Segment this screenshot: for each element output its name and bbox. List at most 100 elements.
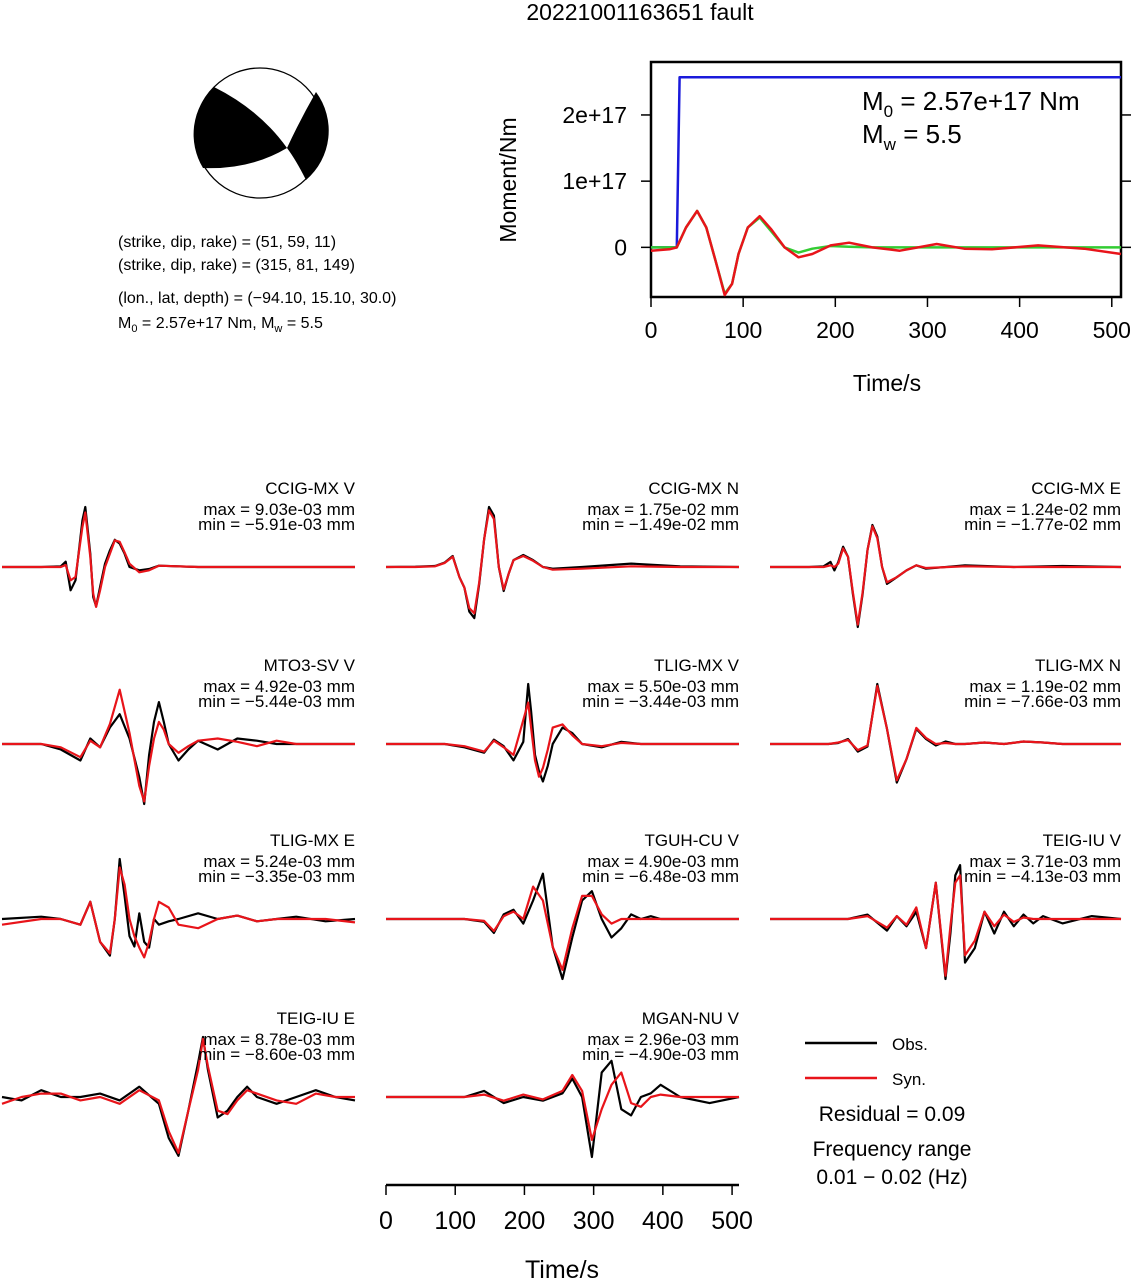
moment-rate-chart: Moment/Nm Time/s M0 = 2.57e+17 Nm Mw = 5… bbox=[495, 60, 1131, 396]
moment-y-tick-label: 2e+17 bbox=[562, 102, 627, 128]
nodal-plane-1: (strike, dip, rake) = (51, 59, 11) bbox=[118, 234, 336, 251]
frequency-range-title: Frequency range bbox=[813, 1138, 972, 1161]
time-axis-tick-label: 0 bbox=[379, 1207, 393, 1235]
legend-syn-label: Syn. bbox=[892, 1070, 926, 1089]
beachball-compressional-quadrant-1 bbox=[193, 87, 287, 169]
station-min: min = −7.66e-03 mm bbox=[964, 692, 1121, 711]
residual-label: Residual = 0.09 bbox=[819, 1103, 966, 1126]
mechanism-info: (strike, dip, rake) = (51, 59, 11) (stri… bbox=[118, 234, 396, 335]
station-max: max = 5.24e-03 mm bbox=[203, 852, 355, 871]
moment-x-tick-label: 0 bbox=[645, 317, 658, 343]
time-axis-tick-label: 100 bbox=[434, 1207, 476, 1235]
obs-waveform bbox=[386, 682, 739, 783]
moment-x-tick-label: 300 bbox=[908, 317, 946, 343]
station-name: MGAN-NU V bbox=[642, 1009, 740, 1028]
station-min: min = −1.77e-02 mm bbox=[964, 515, 1121, 534]
station-min: min = −5.91e-03 mm bbox=[198, 515, 355, 534]
station-max: max = 4.90e-03 mm bbox=[587, 852, 739, 871]
moment-m0-annotation: M0 = 2.57e+17 Nm bbox=[862, 86, 1080, 121]
obs-waveform bbox=[770, 523, 1122, 629]
station-min: min = −3.35e-03 mm bbox=[198, 867, 355, 886]
obs-waveform bbox=[2, 700, 355, 806]
station-name: CCIG-MX E bbox=[1031, 479, 1121, 498]
station-min: min = −8.60e-03 mm bbox=[198, 1045, 355, 1064]
legend-obs-label: Obs. bbox=[892, 1035, 928, 1054]
obs-waveform bbox=[386, 1059, 740, 1159]
station-name: TEIG-IU V bbox=[1043, 831, 1122, 850]
figure-title: 20221001163651 fault bbox=[526, 0, 754, 25]
syn-waveform bbox=[2, 688, 355, 803]
waveform-x-label: Time/s bbox=[525, 1256, 599, 1281]
moment-magnitude-line: M0 = 2.57e+17 Nm, Mw = 5.5 bbox=[118, 315, 323, 335]
syn-waveform bbox=[770, 684, 1121, 782]
time-axis-tick-label: 300 bbox=[573, 1207, 615, 1235]
station-min: min = −5.44e-03 mm bbox=[198, 692, 355, 711]
station-name: TLIG-MX N bbox=[1035, 656, 1121, 675]
moment-x-tick-label: 200 bbox=[816, 317, 854, 343]
moment-y-tick-label: 1e+17 bbox=[562, 168, 627, 194]
syn-waveform bbox=[386, 509, 739, 615]
station-name: MTO3-SV V bbox=[264, 656, 356, 675]
location-depth: (lon., lat, depth) = (−94.10, 15.10, 30.… bbox=[118, 290, 396, 307]
legend: Obs. Syn. Residual = 0.09 Frequency rang… bbox=[805, 1035, 971, 1189]
station-min: min = −3.44e-03 mm bbox=[582, 692, 739, 711]
moment-y-tick-label: 0 bbox=[614, 234, 627, 260]
station-max: max = 3.71e-03 mm bbox=[969, 852, 1121, 871]
station-name: TLIG-MX V bbox=[654, 656, 740, 675]
station-min: min = −1.49e-02 mm bbox=[582, 515, 739, 534]
station-max: max = 8.78e-03 mm bbox=[203, 1030, 355, 1049]
moment-x-tick-label: 500 bbox=[1093, 317, 1131, 343]
syn-waveform bbox=[770, 874, 1121, 977]
station-name: TLIG-MX E bbox=[270, 831, 355, 850]
time-axis-tick-label: 200 bbox=[504, 1207, 546, 1235]
syn-waveform bbox=[386, 1071, 739, 1142]
station-min: min = −6.48e-03 mm bbox=[582, 867, 739, 886]
syn-waveform bbox=[2, 511, 355, 609]
beachball-compressional-quadrant-2 bbox=[287, 92, 329, 180]
syn-waveform bbox=[1, 866, 356, 959]
station-min: min = −4.13e-03 mm bbox=[964, 867, 1121, 886]
station-max: max = 9.03e-03 mm bbox=[203, 500, 355, 519]
station-max: max = 1.75e-02 mm bbox=[587, 500, 739, 519]
focal-mechanism-beachball bbox=[193, 67, 329, 199]
station-max: max = 2.96e-03 mm bbox=[587, 1030, 739, 1049]
syn-waveform bbox=[386, 701, 739, 778]
time-axis-tick-label: 400 bbox=[642, 1207, 684, 1235]
moment-mw-annotation: Mw = 5.5 bbox=[862, 119, 962, 154]
obs-waveform bbox=[386, 872, 739, 981]
moment-plot-frame bbox=[649, 60, 1123, 299]
syn-waveform bbox=[1, 1037, 355, 1155]
moment-series-syn bbox=[650, 209, 1122, 297]
syn-waveform bbox=[386, 885, 739, 972]
syn-waveform bbox=[770, 525, 1121, 626]
waveform-time-axis: Time/s 0 100 200 300 400 500 bbox=[379, 1183, 753, 1281]
station-min: min = −4.90e-03 mm bbox=[582, 1045, 739, 1064]
station-max: max = 5.50e-03 mm bbox=[587, 677, 739, 696]
station-name: CCIG-MX V bbox=[265, 479, 355, 498]
obs-waveform bbox=[770, 863, 1122, 981]
moment-x-tick-label: 100 bbox=[724, 317, 762, 343]
station-max: max = 1.24e-02 mm bbox=[969, 500, 1121, 519]
nodal-plane-2: (strike, dip, rake) = (315, 81, 149) bbox=[118, 257, 355, 274]
station-name: CCIG-MX N bbox=[648, 479, 739, 498]
moment-x-label: Time/s bbox=[853, 370, 921, 396]
time-axis-tick-label: 500 bbox=[711, 1207, 753, 1235]
station-max: max = 4.92e-03 mm bbox=[203, 677, 355, 696]
station-name: TGUH-CU V bbox=[645, 831, 740, 850]
frequency-range-value: 0.01 − 0.02 (Hz) bbox=[816, 1166, 967, 1189]
moment-x-tick-label: 400 bbox=[1000, 317, 1038, 343]
station-max: max = 1.19e-02 mm bbox=[969, 677, 1121, 696]
